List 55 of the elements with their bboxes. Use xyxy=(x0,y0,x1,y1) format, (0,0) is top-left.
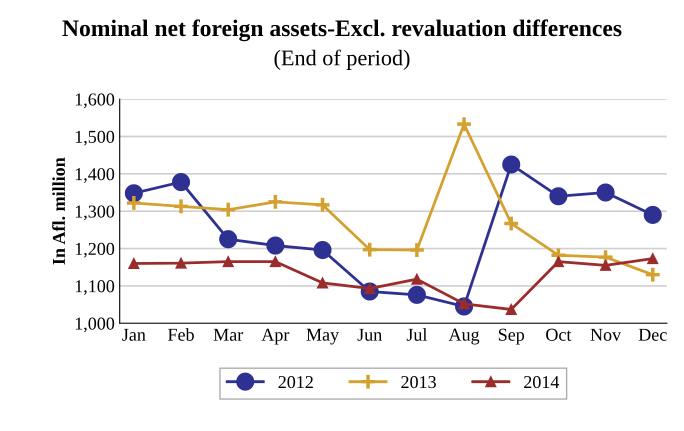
x-tick-label: Sep xyxy=(498,328,524,344)
legend-label: 2014 xyxy=(524,376,560,388)
point xyxy=(506,304,517,315)
point xyxy=(266,193,284,211)
point xyxy=(128,258,140,270)
y-tick-label: 1,500 xyxy=(76,130,114,146)
legend-label: 2013 xyxy=(401,376,436,388)
y-tick-label: 1,400 xyxy=(76,168,114,183)
point xyxy=(411,274,422,285)
point xyxy=(644,266,662,284)
point xyxy=(266,236,284,255)
point xyxy=(502,214,520,232)
point xyxy=(600,260,612,271)
point xyxy=(220,201,237,218)
x-tick-label: Jun xyxy=(358,328,382,341)
x-tick-label: Dec xyxy=(638,328,667,341)
point xyxy=(270,256,281,268)
point xyxy=(172,173,190,192)
x-tick-label: Nov xyxy=(590,328,622,341)
point xyxy=(552,256,564,268)
x-tick-label: Jan xyxy=(122,328,146,341)
point xyxy=(125,194,143,212)
legend-label: 2012 xyxy=(278,376,313,388)
chart-title: Nominal net foreign assets-Excl. revaluation differences xyxy=(62,19,622,42)
y-tick-label: 1,000 xyxy=(76,318,114,332)
y-tick-label: 1,300 xyxy=(76,205,114,220)
point xyxy=(124,184,143,202)
point xyxy=(172,198,190,216)
point xyxy=(314,196,332,214)
x-tick-label: Jul xyxy=(406,328,428,341)
x-tick-label: Oct xyxy=(546,328,572,341)
chart-subtitle: (End of period) xyxy=(274,50,410,70)
point xyxy=(219,230,238,248)
point xyxy=(314,241,332,260)
x-tick-label: Aug xyxy=(448,328,480,344)
x-tick-label: Apr xyxy=(262,328,290,344)
point xyxy=(408,286,426,304)
point xyxy=(644,206,662,224)
point xyxy=(408,241,426,259)
y-tick-label: 1,200 xyxy=(76,242,114,258)
x-tick-label: May xyxy=(306,328,340,344)
point xyxy=(502,155,520,174)
y-tick-label: 1,100 xyxy=(76,280,114,295)
point xyxy=(455,115,473,133)
x-tick-label: Mar xyxy=(214,328,244,341)
point xyxy=(596,183,615,202)
point xyxy=(361,240,378,258)
point xyxy=(222,256,234,268)
y-axis-title: In Afl. million xyxy=(52,158,66,265)
y-tick-label: 1,600 xyxy=(76,93,114,108)
point xyxy=(647,253,658,264)
x-tick-label: Feb xyxy=(168,328,194,341)
point xyxy=(549,187,568,206)
point xyxy=(316,277,328,288)
point xyxy=(175,258,187,269)
